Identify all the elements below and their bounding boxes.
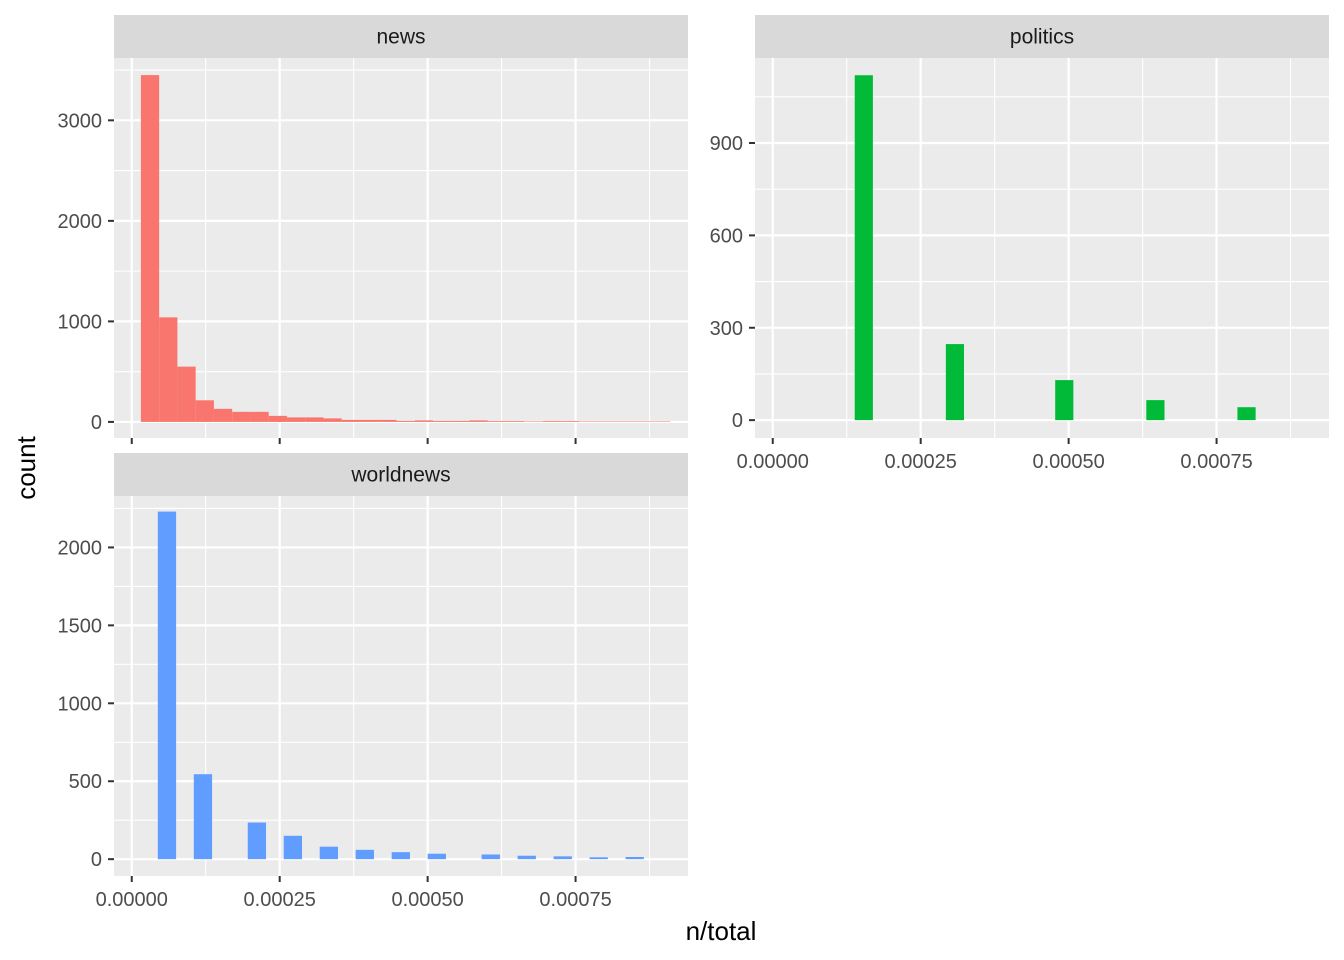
- histogram-bar: [854, 75, 873, 421]
- facet-strip-news: [114, 15, 688, 58]
- x-tick-label: 0.00025: [244, 889, 316, 911]
- facet-strip-label-worldnews: worldnews: [350, 464, 450, 487]
- y-tick-label: 600: [710, 225, 743, 247]
- histogram-bar: [319, 846, 339, 860]
- histogram-bar: [524, 421, 543, 422]
- histogram-bar: [1237, 407, 1256, 421]
- x-tick-label: 0.00050: [391, 889, 463, 911]
- histogram-bar: [597, 421, 616, 422]
- facet-strip-politics: [755, 15, 1329, 58]
- histogram-bar: [487, 421, 507, 422]
- histogram-bar: [633, 421, 653, 422]
- histogram-bar: [427, 853, 446, 860]
- x-axis-title: n/total: [686, 916, 757, 946]
- x-tick-label: 0.00075: [1180, 451, 1252, 473]
- facet-panels: news 0 1000 2000 3000 politics 0 300 600 900 0.000…: [58, 15, 1329, 911]
- x-tick-label: 0.00025: [885, 451, 957, 473]
- y-tick-label: 2000: [58, 211, 103, 233]
- histogram-bar: [560, 421, 580, 422]
- panel-background-news: [114, 58, 688, 438]
- histogram-bar: [177, 366, 196, 422]
- histogram-bar: [283, 835, 303, 860]
- histogram-bar: [481, 854, 500, 860]
- histogram-bar: [250, 411, 269, 422]
- histogram-bar: [396, 420, 415, 422]
- facet-worldnews: worldnews 0 500 1000 1500 2000 0.00000 0.00025 0…: [58, 453, 688, 911]
- histogram-bar: [553, 856, 572, 860]
- histogram-bar: [615, 421, 634, 422]
- x-tick-label: 0.00050: [1032, 451, 1104, 473]
- histogram-bar: [1146, 400, 1165, 421]
- x-tick-label: 0.00000: [96, 889, 168, 911]
- histogram-bar: [589, 857, 608, 860]
- y-tick-label: 2000: [58, 537, 103, 559]
- histogram-bar: [652, 421, 671, 422]
- panel-background-politics: [755, 58, 1329, 438]
- histogram-bar: [341, 419, 360, 422]
- y-tick-label: 1000: [58, 693, 103, 715]
- histogram-bar: [625, 856, 644, 860]
- y-tick-label: 0: [91, 412, 102, 434]
- facet-politics: politics 0 300 600 900 0.00000 0.00025 0.00050 0…: [710, 15, 1329, 473]
- histogram-bar: [506, 421, 525, 422]
- histogram-bar: [159, 317, 178, 422]
- histogram-bar: [323, 418, 342, 422]
- histogram-bar: [268, 415, 287, 422]
- histogram-bar: [213, 408, 233, 422]
- y-tick-label: 500: [69, 771, 102, 793]
- histogram-bar: [232, 411, 251, 422]
- y-tick-label: 3000: [58, 110, 103, 132]
- histogram-bar: [469, 420, 488, 422]
- facet-strip-label-politics: politics: [1010, 26, 1074, 49]
- y-tick-label: 1000: [58, 311, 103, 333]
- x-tick-label: 0.00075: [539, 889, 611, 911]
- histogram-bar: [579, 421, 598, 422]
- histogram-bar: [140, 75, 160, 422]
- facet-strip-worldnews: [114, 453, 688, 496]
- histogram-bar: [193, 774, 213, 860]
- y-tick-label: 1500: [58, 615, 103, 637]
- histogram-bar: [414, 420, 433, 422]
- x-tick-label: 0.00000: [737, 451, 809, 473]
- y-tick-label: 300: [710, 318, 743, 340]
- histogram-bar: [451, 420, 470, 422]
- histogram-bar: [359, 419, 379, 422]
- histogram-bar: [305, 417, 324, 422]
- histogram-bar: [355, 849, 374, 860]
- histogram-bar: [542, 421, 561, 422]
- y-axis-title: count: [11, 435, 41, 499]
- histogram-bar: [286, 417, 306, 422]
- histogram-bar: [157, 511, 177, 860]
- histogram-bar: [1055, 380, 1074, 421]
- histogram-bar: [247, 822, 267, 860]
- facet-news: news 0 1000 2000 3000: [58, 15, 688, 444]
- y-tick-label: 0: [91, 849, 102, 871]
- histogram-bar: [195, 400, 214, 422]
- histogram-bar: [517, 855, 536, 860]
- histogram-bar: [945, 344, 965, 421]
- histogram-bar: [378, 419, 397, 422]
- y-tick-label: 900: [710, 133, 743, 155]
- facet-strip-label-news: news: [376, 26, 425, 49]
- y-tick-label: 0: [732, 410, 743, 432]
- histogram-bar: [391, 852, 410, 860]
- histogram-bar: [432, 420, 452, 422]
